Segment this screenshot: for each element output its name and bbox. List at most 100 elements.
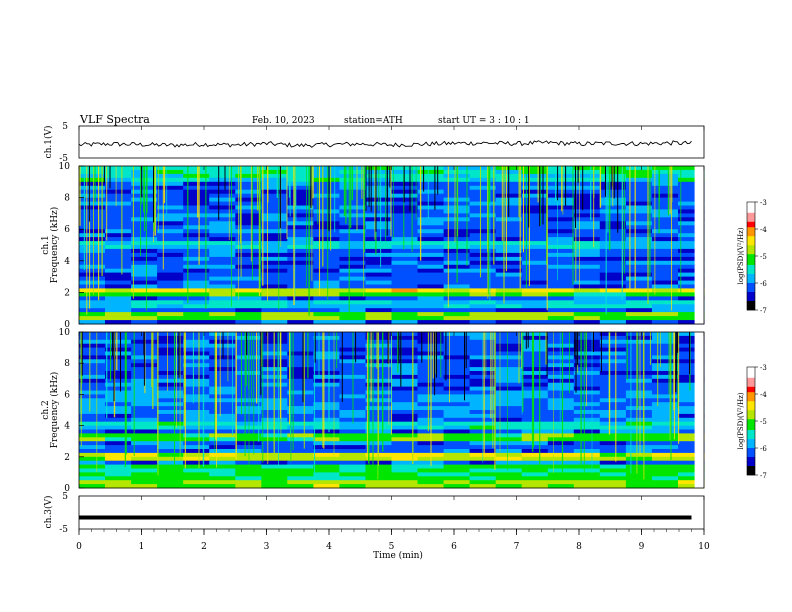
ch2-spec-cell xyxy=(443,413,471,419)
ch2-spec-cell xyxy=(209,464,236,469)
ch2-spec-cell xyxy=(678,386,705,391)
ch2-spec-cell xyxy=(599,484,627,489)
ch1-spec-cell xyxy=(183,260,210,266)
ch1-spec-cell xyxy=(495,248,523,254)
ch1-spec-cell xyxy=(469,284,497,289)
ch2-spec-cell xyxy=(79,406,106,411)
ch2-spec-cell xyxy=(599,363,627,368)
ch1-spec-cell xyxy=(79,300,106,305)
ch1-spec-cell xyxy=(573,193,601,199)
ch1-spec-cell xyxy=(417,237,444,242)
ch2-spec-cell xyxy=(521,367,549,372)
ch2-spec-ytick-label: 8 xyxy=(64,359,70,369)
ch2-colorbar-swatch xyxy=(747,435,755,438)
ch2-spec-cell xyxy=(443,335,471,341)
ch2-spec-cell xyxy=(391,347,418,352)
ch2-spec-cell xyxy=(79,429,106,434)
ch1-spec-cell xyxy=(573,288,601,293)
ch2-spec-cell xyxy=(287,394,314,399)
ch2-spec-cell xyxy=(495,332,523,337)
ch2-spec-cell xyxy=(287,445,314,450)
ch1-spec-cell xyxy=(495,280,523,285)
ch2-spec-cell xyxy=(183,367,210,372)
ch2-spec-cell xyxy=(183,398,210,403)
ch2-spec-cell xyxy=(131,429,158,434)
ch1-spec-cell xyxy=(495,221,523,226)
ch2-spec-cell xyxy=(651,452,679,458)
ch1-spec-cell xyxy=(625,185,653,191)
ch1-colorbar-swatch xyxy=(747,301,755,304)
ch2-spec-cell xyxy=(313,410,340,415)
ch2-colorbar-tick-label: -6 xyxy=(760,445,767,453)
ch2-spec-cell xyxy=(547,339,575,345)
ch2-spec-cell xyxy=(443,398,471,403)
ch1-spec-cell xyxy=(625,209,653,214)
ch1-spectrogram-image xyxy=(79,166,705,325)
ch1-spec-cell xyxy=(131,260,158,266)
ch2-spec-cell xyxy=(651,456,679,462)
ch2-spec-cell xyxy=(131,452,158,458)
ch2-spec-cell xyxy=(79,359,106,364)
ch2-spec-cell xyxy=(209,351,236,356)
ch1-colorbar-swatch xyxy=(747,252,755,255)
ch1-spec-cell xyxy=(521,189,549,195)
ch2-spec-cell xyxy=(495,413,523,419)
ch1-waveform-panel: 5 -5 ch.1(V) xyxy=(43,122,705,164)
ch2-spec-cell xyxy=(131,433,158,438)
ch2-spec-cell xyxy=(547,452,575,458)
ch1-spec-cell xyxy=(183,308,210,313)
ch2-spec-cell xyxy=(157,437,184,442)
ch2-spec-cell xyxy=(313,378,340,384)
ch1-spec-cell xyxy=(678,260,705,266)
ch1-spec-cell xyxy=(469,272,497,277)
ch1-spec-cell xyxy=(339,229,366,234)
ch2-spec-cell xyxy=(339,425,366,430)
ch2-spec-cell xyxy=(547,378,575,384)
ch2-spectrogram-image xyxy=(79,332,705,489)
ch2-spec-cell xyxy=(573,410,601,415)
ch1-colorbar-swatch xyxy=(747,297,755,300)
ch1-spec-cell xyxy=(365,268,392,274)
ch1-spec-cell xyxy=(625,280,653,285)
ch1-spec-cell xyxy=(365,288,392,293)
ch1-spec-ytick-label: 0 xyxy=(64,320,70,330)
ch1-spec-cell xyxy=(235,312,262,317)
time-axis-tick-label: 10 xyxy=(698,542,710,552)
ch2-spec-cell xyxy=(625,425,653,430)
ch1-spec-cell xyxy=(235,252,262,258)
ch2-spec-cell xyxy=(261,480,288,485)
ch2-spec-cell xyxy=(391,351,418,356)
ch1-spec-cell xyxy=(625,221,653,226)
ch1-spec-cell xyxy=(313,193,340,199)
ch2-spec-cell xyxy=(521,480,549,485)
ch1-spec-cell xyxy=(495,268,523,274)
ch2-spec-cell xyxy=(651,382,679,387)
ch1-spec-cell xyxy=(235,284,262,289)
ch2-spec-cell xyxy=(183,406,210,411)
ch1-spec-cell xyxy=(261,237,288,242)
ch2-spec-cell xyxy=(573,371,601,376)
ch1-spec-cell xyxy=(391,248,418,254)
ch2-spec-cell xyxy=(573,433,601,438)
ch1-spec-cell xyxy=(235,209,262,214)
ch2-spec-cell xyxy=(79,367,106,372)
ch1-spec-cell xyxy=(105,312,132,317)
ch1-spec-cell xyxy=(678,300,705,305)
ch1-spec-cell xyxy=(131,276,158,281)
ch2-spec-cell xyxy=(79,398,106,403)
ch2-spec-cell xyxy=(678,460,705,465)
ch2-spec-cell xyxy=(157,386,184,391)
ch1-spec-cell xyxy=(391,308,418,313)
ch2-colorbar-swatch xyxy=(747,442,755,445)
ch1-spec-cell xyxy=(391,252,418,258)
ch1-spec-cell xyxy=(79,276,106,281)
ch1-spec-cell xyxy=(313,288,340,293)
ch1-spec-cell xyxy=(183,189,210,195)
ch1-spec-cell xyxy=(391,288,418,293)
ch2-spec-cell xyxy=(183,339,210,345)
ch1-spec-cell xyxy=(209,276,236,281)
ch1-spec-cell xyxy=(261,252,288,258)
ch1-spec-cell xyxy=(573,308,601,313)
ch1-spec-cell xyxy=(157,245,184,250)
